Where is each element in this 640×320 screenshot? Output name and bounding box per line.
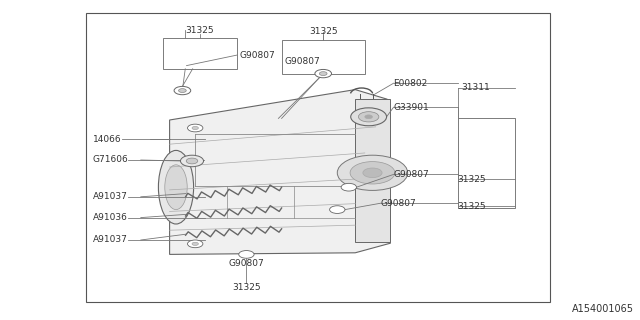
Bar — [355, 99, 390, 242]
Text: 31311: 31311 — [461, 84, 490, 92]
Text: 31325: 31325 — [232, 284, 260, 292]
Ellipse shape — [165, 165, 188, 210]
Circle shape — [319, 72, 327, 76]
Bar — [163, 38, 237, 69]
Text: 31325: 31325 — [309, 28, 337, 36]
Text: G33901: G33901 — [394, 103, 429, 112]
Text: 31325: 31325 — [186, 26, 214, 35]
Circle shape — [188, 240, 203, 248]
Text: G90807: G90807 — [228, 260, 264, 268]
Text: 14066: 14066 — [93, 135, 122, 144]
Text: G71606: G71606 — [93, 156, 129, 164]
Text: 31325: 31325 — [458, 202, 486, 211]
Circle shape — [179, 89, 186, 92]
Bar — [86, 13, 550, 302]
Circle shape — [330, 206, 345, 213]
Circle shape — [239, 251, 254, 258]
Circle shape — [358, 112, 379, 122]
Circle shape — [188, 124, 203, 132]
Polygon shape — [170, 90, 390, 254]
Circle shape — [341, 183, 356, 191]
Circle shape — [315, 69, 332, 78]
Text: A91036: A91036 — [93, 213, 127, 222]
Circle shape — [351, 108, 387, 126]
Circle shape — [365, 115, 372, 119]
Text: A154001065: A154001065 — [572, 304, 634, 314]
Bar — [282, 40, 365, 74]
Circle shape — [186, 158, 198, 164]
Circle shape — [192, 242, 198, 245]
Text: G90807: G90807 — [381, 199, 417, 208]
Bar — [458, 118, 515, 208]
Text: G90807: G90807 — [394, 170, 429, 179]
Text: 31325: 31325 — [458, 175, 486, 184]
Ellipse shape — [159, 150, 193, 224]
Circle shape — [337, 155, 408, 190]
Circle shape — [174, 86, 191, 95]
Text: A91037: A91037 — [93, 236, 127, 244]
Text: G90807: G90807 — [240, 51, 276, 60]
Circle shape — [180, 155, 204, 167]
Circle shape — [350, 162, 395, 184]
Text: A91037: A91037 — [93, 192, 127, 201]
Circle shape — [363, 168, 382, 178]
Circle shape — [192, 126, 198, 130]
Text: G90807: G90807 — [285, 57, 321, 66]
Text: E00802: E00802 — [394, 79, 428, 88]
